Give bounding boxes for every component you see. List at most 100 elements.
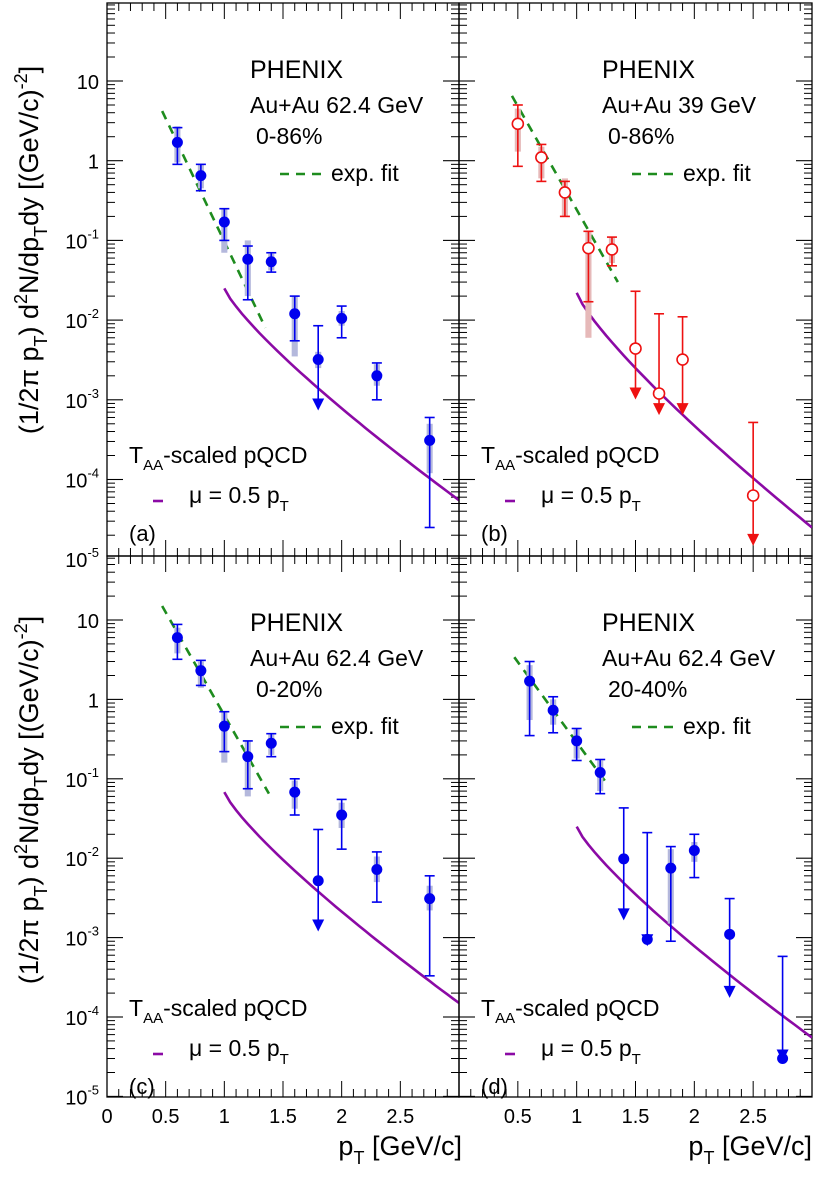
x-tick-label: 2 (336, 1106, 347, 1128)
plot-area-c (161, 605, 459, 1005)
data-point (547, 704, 559, 716)
upper-limit-arrow (629, 387, 642, 400)
legend-fit-label: exp. fit (331, 160, 399, 186)
x-axis-title-left: pT [GeV/c] (338, 1131, 462, 1168)
experiment-label: PHENIX (602, 609, 695, 637)
legend-mu-label: μ = 0.5 pT (189, 1035, 289, 1068)
x-tick-label: 0 (101, 1106, 112, 1128)
pqcd-curve (575, 825, 812, 1039)
legend-pqcd-label: TAA-scaled pQCD (481, 442, 660, 474)
data-point (629, 342, 642, 355)
panel-d: 0.5 1 1.5 2 2.5 PHENIX Au+Au 62.4 GeV 20-40% exp… (458, 555, 813, 1128)
data-point (558, 186, 572, 199)
data-point (571, 735, 583, 747)
y-ticks-b (459, 4, 812, 536)
data-point (289, 308, 301, 320)
data-point (218, 720, 230, 732)
legend-fit-label: exp. fit (683, 713, 751, 739)
panel-c: 10 1 10-1 10-2 10-3 10-4 10-50 0.5 1 1.5 2 2.5 PHENI… (65, 555, 460, 1128)
plot-area-a (160, 110, 459, 529)
y-tick-label: 10-5 (65, 545, 99, 572)
pqcd-curve (223, 791, 459, 1005)
upper-limit-arrow (676, 403, 689, 416)
legend-mu-label: μ = 0.5 pT (541, 482, 641, 515)
y-axis-title-bottom: (1/2π pT) d2N/dpTdy [(GeV/c)-2] (11, 616, 51, 984)
centrality-label: 0-86% (256, 123, 322, 149)
data-point (618, 853, 630, 865)
exp-fit-line (513, 656, 608, 784)
data-point (746, 489, 760, 502)
data-point (265, 256, 277, 268)
y-tick-label: 10-3 (65, 386, 99, 413)
panel-b: PHENIX Au+Au 39 GeV 0-86% exp. fit TAA-scale… (458, 2, 813, 557)
data-point (171, 136, 183, 148)
upper-limit-arrow (723, 985, 736, 998)
data-point (336, 312, 348, 324)
experiment-label: PHENIX (602, 56, 695, 84)
centrality-label: 0-86% (608, 123, 674, 149)
data-point (312, 875, 324, 887)
x-tick-label: 0.5 (152, 1106, 180, 1128)
data-point (242, 253, 254, 265)
legend-fit-label: exp. fit (683, 160, 751, 186)
data-point (242, 751, 254, 763)
plot-area-b (510, 95, 812, 546)
legend-mu-label: μ = 0.5 pT (541, 1035, 641, 1068)
y-ticks-a (107, 4, 459, 536)
data-point (777, 1053, 789, 1065)
data-point (424, 893, 436, 905)
upper-limit-arrow (617, 908, 630, 921)
data-point (265, 737, 277, 749)
y-tick-label: 10-2 (65, 306, 99, 333)
system-label: Au+Au 62.4 GeV (250, 645, 424, 671)
data-point (524, 675, 536, 687)
data-point (312, 354, 324, 366)
x-tick-label: 0.5 (504, 1106, 532, 1128)
y-ticks-c (107, 557, 459, 1097)
data-point (371, 864, 383, 876)
legend-fit-label: exp. fit (331, 713, 399, 739)
centrality-label: 20-40% (608, 676, 687, 702)
data-point (582, 241, 595, 255)
data-point (594, 767, 606, 779)
y-tick-label: 1 (88, 152, 99, 174)
legend-pqcd-label: TAA-scaled pQCD (129, 995, 308, 1027)
y-tick-label: 10-4 (65, 1003, 99, 1030)
data-point (641, 933, 653, 945)
data-point (289, 786, 301, 798)
experiment-label: PHENIX (250, 56, 343, 84)
plot-area-d (513, 656, 812, 1065)
y-tick-label: 10 (77, 72, 99, 94)
x-axis-title-right: pT [GeV/c] (688, 1131, 812, 1168)
data-point (424, 434, 436, 446)
panel-label: (c) (129, 1074, 155, 1099)
panel-label: (a) (129, 521, 156, 546)
data-point (535, 151, 548, 164)
centrality-label: 0-20% (256, 676, 322, 702)
y-tick-label: 10-5 (65, 1082, 99, 1109)
y-tick-label: 10 (77, 611, 99, 633)
panel-label: (b) (481, 521, 508, 546)
data-point (665, 862, 677, 874)
y-tick-label: 1 (88, 690, 99, 712)
legend-pqcd-label: TAA-scaled pQCD (129, 442, 308, 474)
y-tick-label: 10-1 (65, 226, 99, 253)
y-ticks-d (459, 557, 812, 1097)
system-label: Au+Au 39 GeV (602, 92, 757, 118)
data-point (676, 353, 689, 366)
data-point (688, 845, 700, 857)
x-tick-label: 1.5 (269, 1106, 297, 1128)
data-point (511, 117, 525, 131)
panel-a: 10 1 10-1 10-2 10-3 10-4 10-5 PHENIX Au+Au 62.4 … (65, 2, 460, 572)
x-tick-label: 2 (689, 1106, 700, 1128)
x-tick-label: 2.5 (386, 1106, 414, 1128)
pqcd-curve (223, 287, 459, 502)
y-tick-label: 10-3 (65, 924, 99, 951)
data-point (605, 243, 619, 256)
data-point (218, 216, 230, 228)
system-label: Au+Au 62.4 GeV (250, 92, 424, 118)
data-point (371, 370, 383, 382)
data-point (336, 809, 348, 821)
y-tick-label: 10-4 (65, 466, 99, 493)
data-point (652, 387, 666, 400)
